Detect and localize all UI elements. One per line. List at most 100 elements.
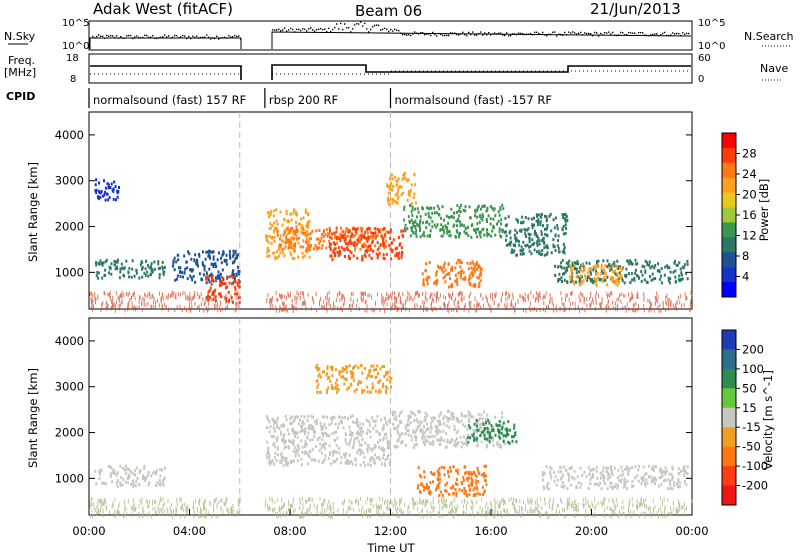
ytick-label: 3000 xyxy=(55,174,84,188)
ytick-label: 2000 xyxy=(55,426,84,440)
power-region xyxy=(328,226,405,262)
colorbar-tick-label: 24 xyxy=(742,167,757,181)
nsearch-tick-lo: 10^0 xyxy=(698,41,725,52)
colorbar-swatch xyxy=(722,485,736,506)
colorbar-swatch xyxy=(722,177,736,194)
colorbar-swatch xyxy=(722,407,736,428)
velocity-region xyxy=(94,464,166,488)
power-yaxis: 1000 2000 3000 4000 xyxy=(55,128,692,279)
freq-trace xyxy=(90,64,691,80)
power-region xyxy=(421,258,483,289)
colorbar-tick-label: 8 xyxy=(742,249,749,263)
xtick-label: 04:00 xyxy=(173,524,206,538)
colorbar-tick-label: -100 xyxy=(742,459,768,473)
colorbar-tick-label: -15 xyxy=(742,420,761,434)
cpid-segment-label: rbsp 200 RF xyxy=(269,93,338,107)
colorbar-swatch xyxy=(722,237,736,253)
freq-panel xyxy=(88,53,693,84)
nsky-tick-lo: 10^0 xyxy=(62,41,89,52)
xlabel: Time UT xyxy=(366,541,415,554)
freq-tick-hi: 18 xyxy=(66,53,79,64)
colorbar-tick-label: -200 xyxy=(742,479,768,493)
colorbar-tick-label: 28 xyxy=(742,147,757,161)
velocity-yaxis: 1000 2000 3000 4000 xyxy=(55,334,692,485)
cpid-strip: normalsound (fast) 157 RF rbsp 200 RF norm… xyxy=(88,88,552,108)
xtick-label: 00:00 xyxy=(72,524,105,538)
colorbar-swatch xyxy=(722,133,736,149)
ytick-label: 4000 xyxy=(55,128,84,142)
colorbar-tick-label: 16 xyxy=(742,208,757,222)
radar-title: Adak West (fitACF) xyxy=(93,0,233,18)
ytick-label: 2000 xyxy=(55,220,84,234)
xtick-label: 20:00 xyxy=(575,524,608,538)
power-region xyxy=(205,274,242,304)
xtick-label: 08:00 xyxy=(273,524,306,538)
colorbar-swatch xyxy=(722,446,736,467)
colorbar-swatch xyxy=(722,192,736,209)
nave-tick-lo: 0 xyxy=(698,74,704,85)
velocity-region xyxy=(466,419,518,445)
power-colorbar: 28 24 20 16 12 8 4 xyxy=(721,132,757,298)
nsearch-label: N.Search xyxy=(744,30,794,43)
nsearch-tick-hi: 10^5 xyxy=(698,18,725,29)
colorbar-frame xyxy=(721,329,737,506)
colorbar-tick-label: 50 xyxy=(742,381,757,395)
power-region xyxy=(554,258,689,285)
colorbar-swatch xyxy=(722,147,736,164)
colorbar-swatch xyxy=(722,368,736,389)
colorbar-tick-label: -50 xyxy=(742,440,761,454)
power-heatmap xyxy=(89,112,693,313)
nsky-panel xyxy=(88,20,693,51)
power-region xyxy=(569,263,624,287)
velocity-region xyxy=(265,414,392,468)
nave-label: Nave xyxy=(760,62,788,75)
velocity-near-range-speckle xyxy=(89,496,693,519)
power-region xyxy=(95,258,166,280)
power-region xyxy=(275,226,388,253)
velocity-region xyxy=(416,464,488,498)
beam-label: Beam 06 xyxy=(355,2,422,20)
time-axis: 00:00 04:00 08:00 12:00 16:00 20:00 00:00 xyxy=(72,509,709,538)
data-gap xyxy=(240,113,264,308)
velocity-colorbar: 200 100 50 15 -15 -50 -100 -200 xyxy=(721,329,768,506)
colorbar-swatch xyxy=(722,349,736,370)
nsky-trace xyxy=(89,21,692,49)
power-region xyxy=(172,249,241,285)
power-region xyxy=(504,212,569,257)
colorbar-swatch xyxy=(722,388,736,409)
xtick-label: 16:00 xyxy=(474,524,507,538)
nsky-label: N.Sky xyxy=(4,30,36,43)
colorbar-tick-label: 12 xyxy=(742,229,757,243)
velocity-heatmap xyxy=(89,318,693,519)
date-label: 21/Jun/2013 xyxy=(590,0,681,18)
colorbar-swatch xyxy=(722,222,736,238)
colorbar-swatch xyxy=(722,267,736,283)
xtick-label: 00:00 xyxy=(675,524,708,538)
data-gap xyxy=(240,319,264,514)
nsky-tick-hi: 10^5 xyxy=(62,18,89,29)
freq-label-1: Freq. xyxy=(8,54,35,67)
colorbar-tick-label: 4 xyxy=(742,270,749,284)
power-region xyxy=(265,208,311,261)
colorbar-swatch xyxy=(722,427,736,448)
ytick-label: 4000 xyxy=(55,334,84,348)
velocity-colorbar-label: Velocity [m s^-1] xyxy=(761,370,775,470)
ytick-label: 1000 xyxy=(55,265,84,279)
power-region xyxy=(386,171,417,206)
velocity-region xyxy=(541,464,689,491)
velocity-region xyxy=(315,363,393,395)
freq-tick-lo: 8 xyxy=(70,74,76,85)
colorbar-swatch xyxy=(722,207,736,223)
colorbar-swatch xyxy=(722,252,736,268)
colorbar-swatch xyxy=(722,282,736,298)
nsky-points xyxy=(92,21,690,40)
cpid-label: CPID xyxy=(6,90,35,103)
colorbar-swatch xyxy=(722,162,736,179)
freq-label-2: [MHz] xyxy=(4,66,36,79)
nsky-outline-right xyxy=(271,31,692,49)
colorbar-tick-label: 200 xyxy=(742,342,764,356)
power-ylabel: Slant Range [km] xyxy=(26,162,40,262)
xtick-label: 12:00 xyxy=(374,524,407,538)
